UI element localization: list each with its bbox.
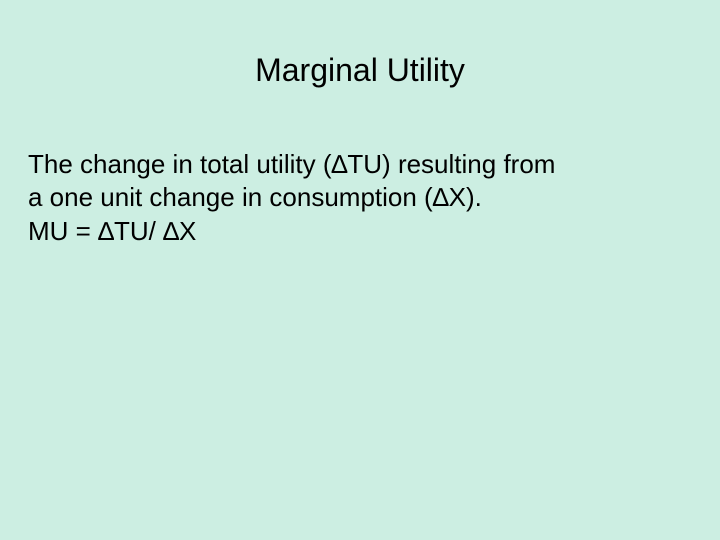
slide: Marginal Utility The change in total uti…	[0, 0, 720, 540]
body-line: MU = ∆TU/ ∆X	[28, 215, 692, 248]
slide-body: The change in total utility (∆TU) result…	[28, 148, 692, 248]
body-line: a one unit change in consumption (∆X).	[28, 181, 692, 214]
slide-title: Marginal Utility	[0, 52, 720, 89]
body-line: The change in total utility (∆TU) result…	[28, 148, 692, 181]
